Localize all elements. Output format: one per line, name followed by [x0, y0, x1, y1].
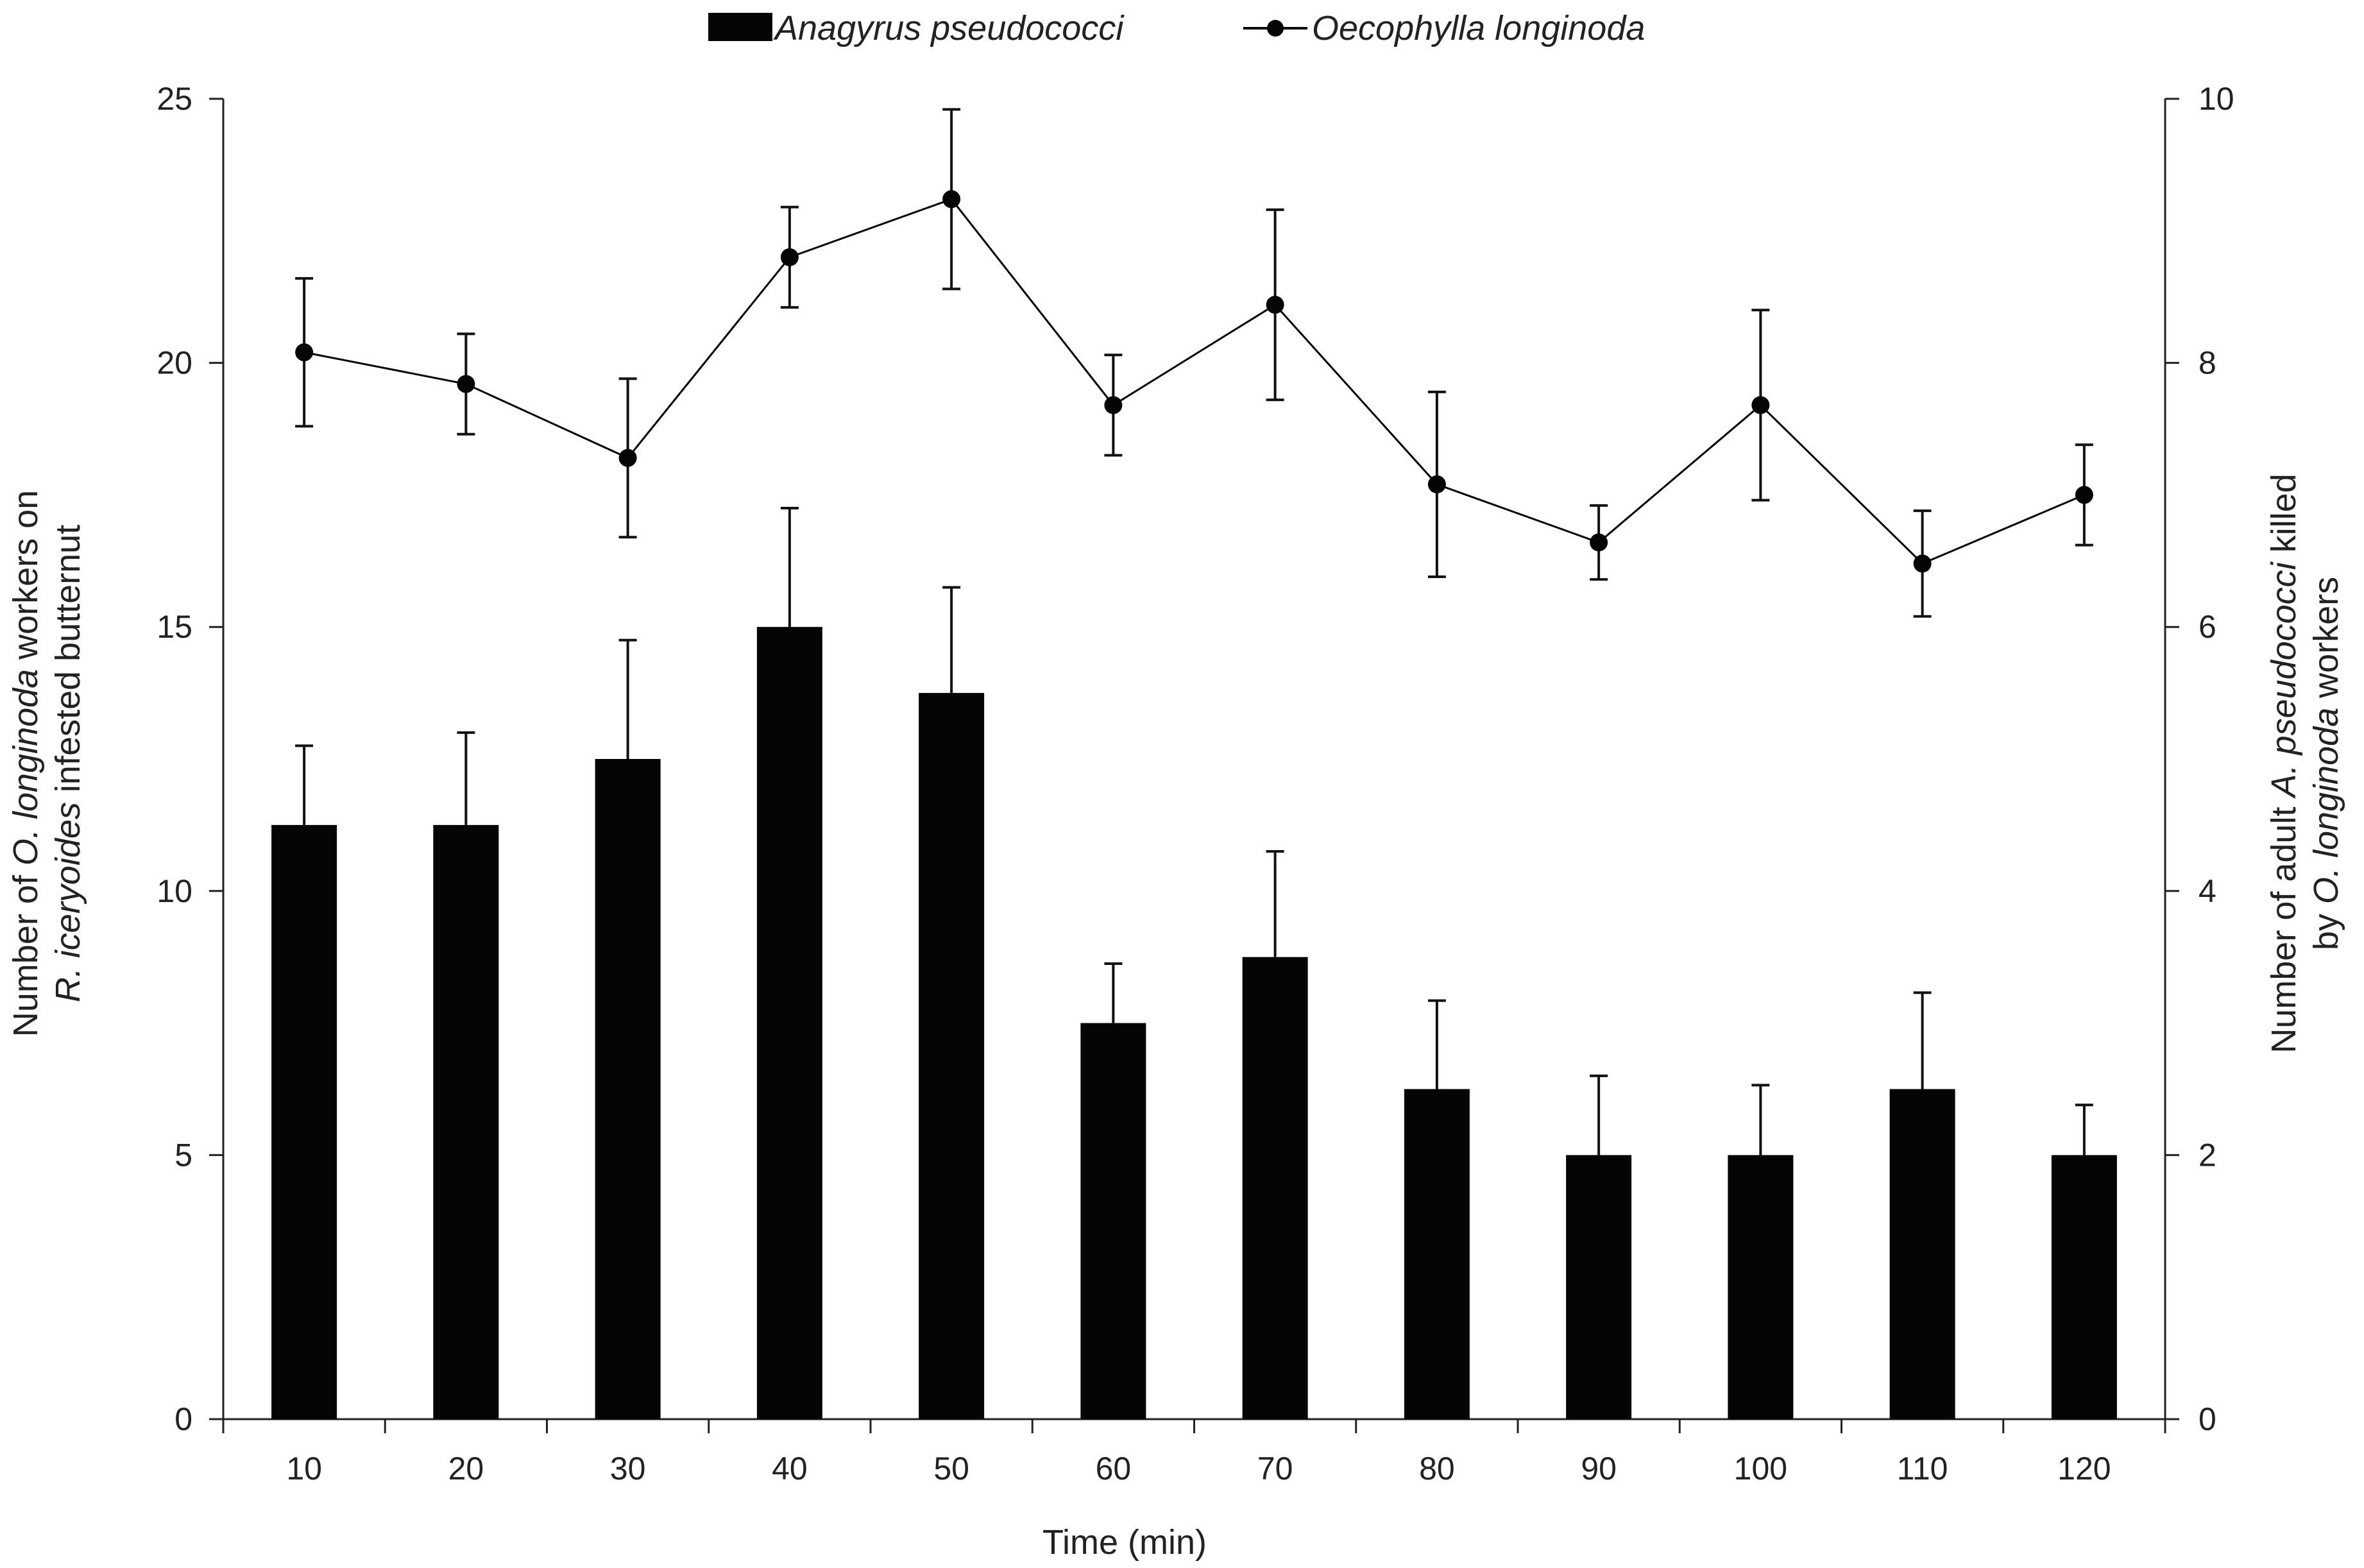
svg-text:Number of adult A. pseudococci: Number of adult A. pseudococci killed [2265, 473, 2303, 1053]
line-point [2075, 486, 2093, 504]
bar [1889, 1089, 1955, 1419]
line-point [780, 248, 799, 266]
right-tick-label: 0 [2198, 1401, 2216, 1437]
x-tick-label: 10 [286, 1451, 322, 1487]
line-point [457, 375, 475, 393]
x-tick-label: 50 [933, 1451, 969, 1487]
bar [1242, 957, 1308, 1419]
line-point [295, 343, 314, 362]
left-ylabel-line1-pre: Number of [6, 865, 45, 1037]
bar [919, 693, 985, 1419]
right-tick-label: 6 [2198, 609, 2216, 645]
right-tick-label: 8 [2198, 345, 2216, 381]
right-tick-label: 10 [2198, 81, 2234, 117]
left-ylabel-line1-em: O. longinoda [6, 669, 45, 865]
left-tick-label: 20 [157, 345, 192, 381]
right-y-axis-title: Number of adult A. pseudococci killed by… [2265, 473, 2345, 1053]
line-point [1104, 396, 1123, 414]
right-ylabel-line2-post: workers [2307, 577, 2345, 708]
left-y-axis-title: Number of O. longinoda workers on R. ice… [6, 490, 87, 1037]
left-ylabel-line1-post: workers on [6, 490, 45, 669]
bar [756, 627, 822, 1420]
x-tick-label: 80 [1419, 1451, 1455, 1487]
svg-text:R. iceryoides infested buttern: R. iceryoides infested butternut [49, 525, 87, 1002]
line-path [303, 198, 2085, 565]
svg-text:by O. longinoda workers: by O. longinoda workers [2307, 577, 2345, 950]
x-tick-label: 60 [1096, 1451, 1132, 1487]
bar [271, 824, 337, 1419]
bar [2051, 1155, 2117, 1419]
legend: Anagyrus pseudococci Oecophylla longinod… [708, 9, 1645, 47]
right-tick-label: 2 [2198, 1137, 2216, 1173]
right-ylabel-line1-pre: Number of adult [2265, 797, 2303, 1053]
line-point [1266, 296, 1284, 314]
right-y-ticks: 0 2 4 6 8 10 [2165, 81, 2234, 1437]
bar [1728, 1155, 1794, 1419]
x-tick-label: 110 [1897, 1451, 1948, 1487]
legend-line-label: Oecophylla longinoda [1312, 9, 1645, 47]
line-point [1427, 475, 1446, 493]
bar [1566, 1155, 1632, 1419]
x-tick-label: 30 [610, 1451, 646, 1487]
legend-line-marker [1267, 20, 1284, 37]
left-tick-label: 10 [157, 873, 192, 909]
left-y-ticks: 0 5 10 15 20 25 [157, 81, 223, 1437]
left-tick-label: 15 [157, 609, 192, 645]
x-axis-title: Time (min) [1042, 1523, 1207, 1562]
x-tick-label: 40 [772, 1451, 808, 1487]
x-tick-label: 120 [2057, 1451, 2111, 1487]
bar [595, 759, 661, 1419]
right-tick-label: 4 [2198, 873, 2216, 909]
right-ylabel-line1-post: killed [2265, 473, 2303, 562]
line-point [1751, 396, 1770, 414]
right-ylabel-line1-em: A. pseudococci [2265, 561, 2303, 799]
line-point [618, 448, 637, 467]
legend-bar-swatch [708, 13, 772, 41]
svg-text:Number of O. longinoda workers: Number of O. longinoda workers on [6, 490, 45, 1037]
line-series [295, 190, 2093, 573]
x-ticks: 10 20 30 40 50 60 70 80 90 100 110 120 [222, 1419, 2166, 1487]
right-ylabel-line2-pre: by [2307, 904, 2345, 950]
x-tick-label: 20 [448, 1451, 484, 1487]
bar-error-bars [295, 506, 2093, 1155]
left-ylabel-line2-post: infested butternut [49, 525, 87, 802]
line-point [1590, 533, 1608, 552]
line-error-bars [295, 108, 2093, 618]
left-tick-label: 25 [157, 81, 192, 117]
line-point [942, 190, 961, 209]
bar [433, 824, 499, 1419]
x-tick-label: 70 [1257, 1451, 1293, 1487]
x-tick-label: 100 [1734, 1451, 1787, 1487]
line-point [1913, 554, 1932, 573]
left-tick-label: 5 [174, 1137, 192, 1173]
bar [1404, 1089, 1470, 1419]
legend-bar-label: Anagyrus pseudococci [773, 9, 1125, 47]
right-ylabel-line2-em: O. longinoda [2307, 708, 2345, 904]
left-ylabel-line2-em: R. iceryoides [49, 802, 87, 1002]
x-tick-label: 90 [1581, 1451, 1617, 1487]
left-tick-label: 0 [174, 1401, 192, 1437]
bar-series [271, 627, 2117, 1420]
bar [1080, 1023, 1146, 1419]
